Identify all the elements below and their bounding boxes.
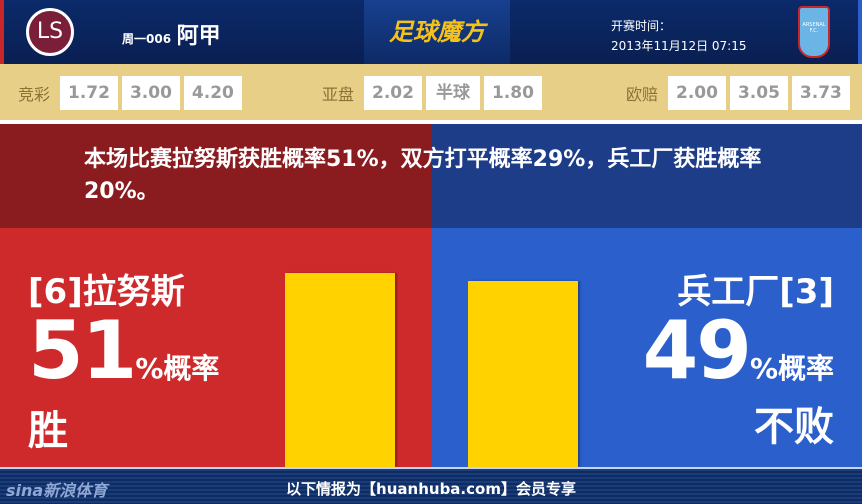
odds-value: 4.20 [183,76,242,110]
odds-value: 3.73 [791,76,850,110]
away-team-logo: ARSENAL F.C. [798,6,830,58]
odds-label: 亚盘 [322,85,355,104]
home-percent: 51%概率 [28,304,219,397]
odds-value: 2.00 [668,76,726,110]
prediction-summary: 本场比赛拉努斯获胜概率51%，双方打平概率29%，兵工厂获胜概率20%。 [0,124,862,228]
odds-asian: 亚盘 2.02 半球 1.80 [322,76,542,110]
match-header: LS 周一006 阿甲 足球魔方 开赛时间： 2013年11月12日 07:15… [0,0,862,64]
odds-label: 竞彩 [18,85,51,104]
odds-bar: 竞彩 1.72 3.00 4.20 亚盘 2.02 半球 1.80 欧赔 2.0… [0,64,862,120]
odds-euro: 欧赔 2.00 3.05 3.73 [626,76,850,110]
league-name: 阿甲 [176,24,221,49]
sina-sports-logo: sina新浪体育 [6,481,108,500]
summary-text: 本场比赛拉努斯获胜概率51%，双方打平概率29%，兵工厂获胜概率20%。 [84,147,762,204]
kickoff-time: 2013年11月12日 07:15 [611,39,747,53]
probability-panel: [6]拉努斯 51%概率 胜 兵工厂[3] 49%概率 不败 [0,228,862,467]
away-percent-value: 49 [642,304,752,397]
footer: sina新浪体育 以下情报为【huanhuba.com】会员专享 [0,467,862,504]
kickoff-info: 开赛时间： 2013年11月12日 07:15 [611,16,746,56]
summary-bg-home [0,124,431,228]
home-team-name: [6]拉努斯 [28,272,185,312]
odds-label: 欧赔 [626,85,659,104]
home-probability-bar [285,273,395,467]
home-percent-suffix: %概率 [135,352,220,385]
home-percent-value: 51 [28,304,137,397]
away-result: 不败 [754,404,834,450]
brand-logo: 足球魔方 [364,0,510,64]
home-team-logo: LS [26,8,74,56]
summary-bg-away [431,124,862,228]
odds-value: 1.80 [483,76,542,110]
odds-value: 1.72 [60,76,118,110]
odds-value: 3.00 [121,76,180,110]
odds-jingcai: 竞彩 1.72 3.00 4.20 [18,76,242,110]
odds-value: 半球 [425,76,480,110]
match-code: 周一006 [122,32,172,46]
odds-value: 2.02 [364,76,422,110]
odds-value: 3.05 [729,76,788,110]
away-percent: 49%概率 [643,304,834,397]
footer-text[interactable]: 以下情报为【huanhuba.com】会员专享 [286,480,576,498]
away-probability-bar [468,280,578,467]
kickoff-label: 开赛时间： [611,19,672,33]
home-result: 胜 [28,408,68,454]
away-percent-suffix: %概率 [749,352,834,385]
match-info: 周一006 阿甲 [122,18,221,50]
away-team-name: 兵工厂[3] [677,272,834,312]
